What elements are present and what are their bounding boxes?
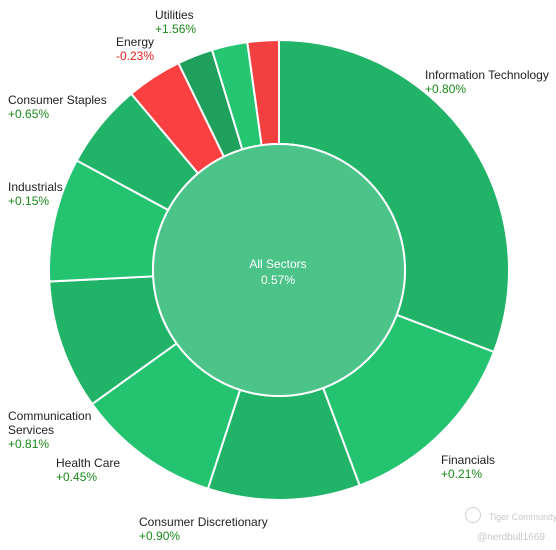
center-all-sectors-circle <box>152 143 406 397</box>
label-industrials: Industrials <box>8 180 63 194</box>
label-consumer-staples: Consumer Staples <box>8 93 107 107</box>
center-value: 0.57% <box>260 273 296 287</box>
value-consumer-discretionary: +0.90% <box>139 529 181 543</box>
label-consumer-discretionary: Consumer Discretionary <box>139 515 268 529</box>
label-communication-services: Communication Services <box>8 409 92 437</box>
value-communication-services: +0.81% <box>8 437 50 451</box>
value-energy: -0.23% <box>116 49 155 63</box>
tiger-logo-icon <box>465 507 481 523</box>
label-utilities: Utilities <box>155 8 194 22</box>
value-consumer-staples: +0.65% <box>8 107 50 121</box>
value-utilities: +1.56% <box>155 22 197 36</box>
sector-segments <box>48 38 510 501</box>
value-financials: +0.21% <box>441 467 483 481</box>
value-industrials: +0.15% <box>8 194 50 208</box>
value-health-care: +0.45% <box>56 470 98 484</box>
label-health-care: Health Care <box>56 456 121 470</box>
label-energy: Energy <box>116 35 155 49</box>
watermark-user: @nerdbull1669 <box>477 532 545 543</box>
value-information-technology: +0.80% <box>425 82 467 96</box>
label-financials: Financials <box>441 453 496 467</box>
label-information-technology: Information Technology <box>425 68 549 82</box>
watermark-brand: Tiger Community <box>489 512 556 522</box>
center-label: All Sectors <box>249 257 307 271</box>
